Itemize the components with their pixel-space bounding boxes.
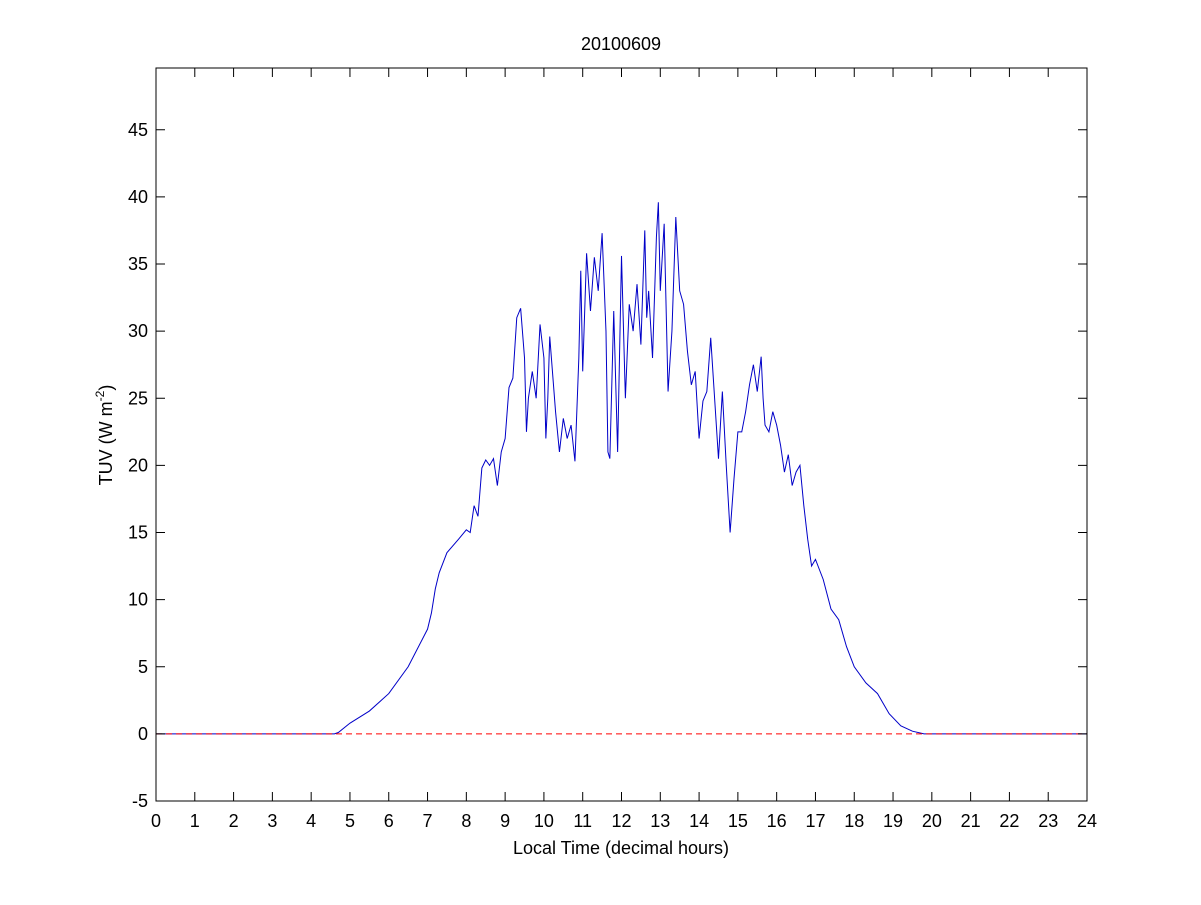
x-tick-label: 6 xyxy=(384,811,394,831)
x-tick-label: 20 xyxy=(922,811,942,831)
x-tick-label: 21 xyxy=(961,811,981,831)
y-tick-label: 20 xyxy=(128,455,148,475)
y-tick-label: 15 xyxy=(128,523,148,543)
y-label-end: ) xyxy=(96,385,116,391)
x-tick-label: 9 xyxy=(500,811,510,831)
x-tick-label: 2 xyxy=(229,811,239,831)
y-tick-label: 35 xyxy=(128,254,148,274)
y-axis-label: TUV (W m-2) xyxy=(93,385,116,486)
y-tick-label: 10 xyxy=(128,590,148,610)
x-tick-label: 13 xyxy=(650,811,670,831)
y-tick-label: 5 xyxy=(138,657,148,677)
x-tick-label: 3 xyxy=(267,811,277,831)
y-tick-label: -5 xyxy=(132,791,148,811)
x-tick-label: 23 xyxy=(1038,811,1058,831)
x-tick-label: 10 xyxy=(534,811,554,831)
x-tick-label: 18 xyxy=(844,811,864,831)
chart-title: 20100609 xyxy=(581,34,661,54)
y-tick-label: 40 xyxy=(128,187,148,207)
x-tick-label: 8 xyxy=(461,811,471,831)
x-tick-label: 7 xyxy=(423,811,433,831)
x-axis-label: Local Time (decimal hours) xyxy=(513,838,729,858)
x-tick-label: 14 xyxy=(689,811,709,831)
y-tick-label: 25 xyxy=(128,388,148,408)
x-tick-label: 15 xyxy=(728,811,748,831)
y-label-sup: -2 xyxy=(93,390,107,401)
x-tick-label: 12 xyxy=(611,811,631,831)
x-tick-label: 0 xyxy=(151,811,161,831)
data-line xyxy=(156,202,1087,735)
x-tick-label: 1 xyxy=(190,811,200,831)
x-tick-label: 4 xyxy=(306,811,316,831)
y-tick-label: 30 xyxy=(128,321,148,341)
y-label-base: TUV (W m xyxy=(96,401,116,485)
x-tick-label: 24 xyxy=(1077,811,1097,831)
x-tick-label: 22 xyxy=(999,811,1019,831)
x-tick-label: 17 xyxy=(805,811,825,831)
y-tick-label: 0 xyxy=(138,724,148,744)
y-tick-label: 45 xyxy=(128,120,148,140)
x-tick-label: 19 xyxy=(883,811,903,831)
x-tick-label: 11 xyxy=(573,811,592,831)
x-tick-label: 16 xyxy=(767,811,787,831)
x-tick-label: 5 xyxy=(345,811,355,831)
